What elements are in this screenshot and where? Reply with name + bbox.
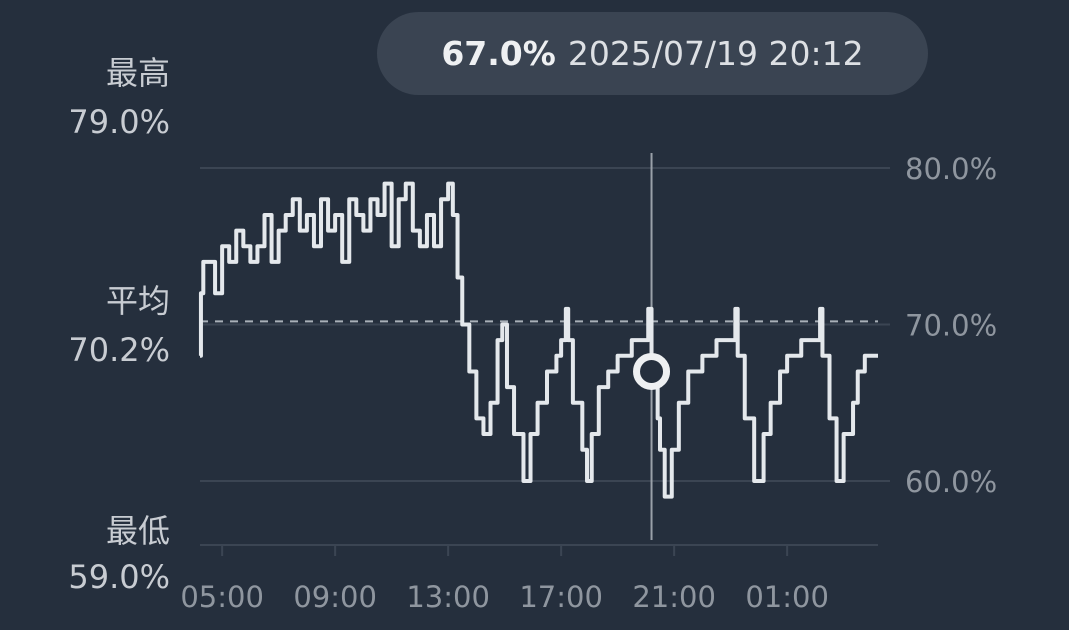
- series-line: [198, 181, 878, 499]
- selected-point-marker: [633, 352, 671, 390]
- y-tick-label: 70.0%: [905, 309, 997, 343]
- tooltip-value: 67.0%: [441, 34, 556, 73]
- x-tick-label: 05:00: [180, 580, 264, 614]
- min-value: 59.0%: [68, 558, 170, 596]
- x-tick-label: 13:00: [406, 580, 490, 614]
- max-label: 最高: [105, 54, 170, 92]
- y-tick-label: 60.0%: [905, 465, 997, 499]
- x-tick-label: 17:00: [519, 580, 603, 614]
- avg-value: 70.2%: [68, 331, 170, 369]
- y-tick-label: 80.0%: [905, 152, 997, 186]
- avg-label: 平均: [105, 282, 170, 320]
- x-tick-label: 21:00: [632, 580, 716, 614]
- min-label: 最低: [105, 512, 170, 550]
- x-tick-label: 09:00: [293, 580, 377, 614]
- max-value: 79.0%: [68, 103, 170, 141]
- x-tick-label: 01:00: [745, 580, 829, 614]
- tooltip: 67.0% 2025/07/19 20:12: [377, 12, 928, 95]
- tooltip-datetime: 2025/07/19 20:12: [567, 34, 864, 73]
